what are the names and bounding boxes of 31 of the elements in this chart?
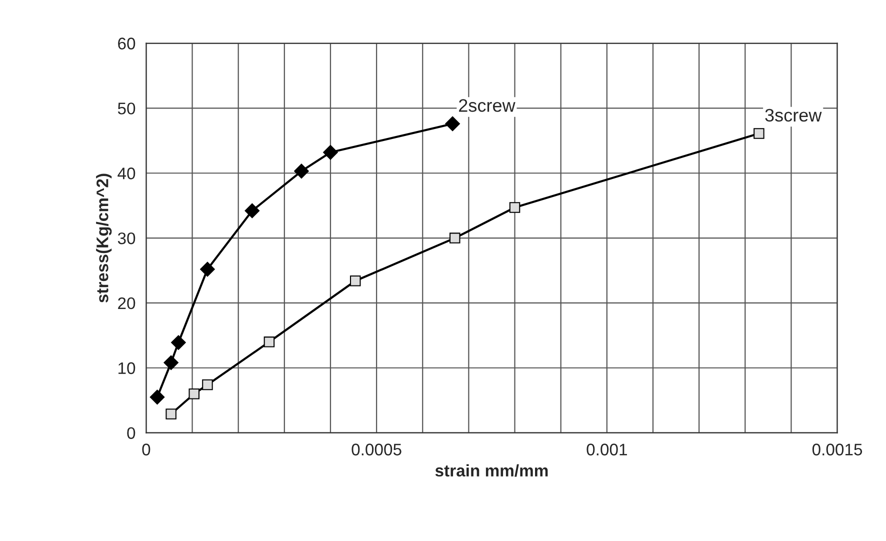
point [445,116,460,132]
x-tick-label: 0 [142,444,150,456]
x-tick-label: 0.0015 [812,444,862,456]
point [171,335,186,350]
y-tick-label: 0 [127,427,136,440]
x-tick-label: 0.001 [586,444,627,456]
point [244,203,260,218]
point [449,232,460,244]
point [200,262,215,277]
y-tick-label: 10 [118,362,136,374]
point [166,408,176,420]
y-tick-label: 30 [118,232,136,244]
point [188,388,200,400]
point [202,379,213,390]
x-axis-title: strain mm/mm [435,464,548,477]
x-tick-label: 0.0005 [352,444,402,456]
y-tick-label: 40 [118,168,136,180]
y-axis-title: stress(Kg/cm^2) [96,174,112,303]
series-label: 3screw [765,108,822,122]
point [509,202,520,213]
point [150,390,165,404]
y-tick-label: 20 [118,297,136,310]
y-tick-label: 50 [118,102,136,114]
point [294,164,309,179]
point [264,336,275,348]
y-tick-label: 60 [118,38,136,50]
point [754,128,764,139]
point [350,276,361,286]
point [164,355,178,370]
point [323,144,338,160]
series-label: 2screw [459,99,516,112]
